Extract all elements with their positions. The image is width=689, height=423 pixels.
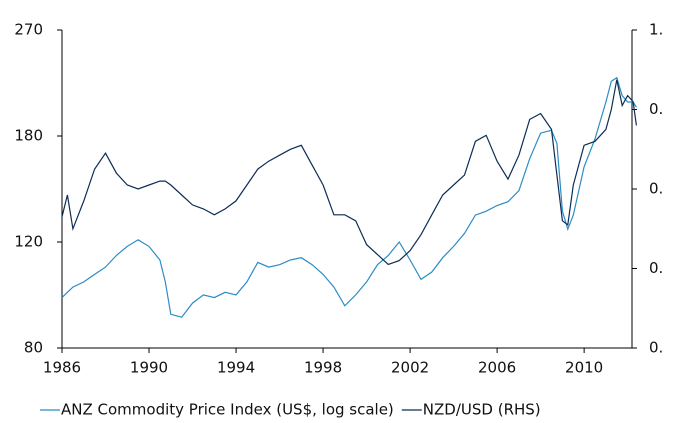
x-tick-label: 1998 (304, 359, 342, 377)
y-tick-label: 80 (24, 339, 43, 357)
x-tick-label: 2002 (391, 359, 429, 377)
y2-tick-label: 0. (649, 339, 663, 357)
x-tick-label: 2006 (478, 359, 516, 377)
x-tick-label: 2010 (565, 359, 603, 377)
x-tick-label: 1994 (217, 359, 255, 377)
y2-tick-label: 0. (649, 259, 663, 277)
x-tick-label: 1986 (43, 359, 81, 377)
legend-label: ANZ Commodity Price Index (US$, log scal… (61, 401, 394, 419)
y-tick-label: 180 (14, 127, 43, 145)
y2-tick-label: 0. (649, 180, 663, 198)
series-line (61, 79, 637, 266)
y2-tick-label: 1. (649, 21, 663, 39)
y-tick-label: 120 (14, 233, 43, 251)
series-line (61, 76, 637, 318)
legend-label: NZD/USD (RHS) (423, 401, 541, 419)
y2-tick-label: 0. (649, 100, 663, 118)
y-tick-label: 270 (14, 21, 43, 39)
x-tick-label: 1990 (130, 359, 168, 377)
